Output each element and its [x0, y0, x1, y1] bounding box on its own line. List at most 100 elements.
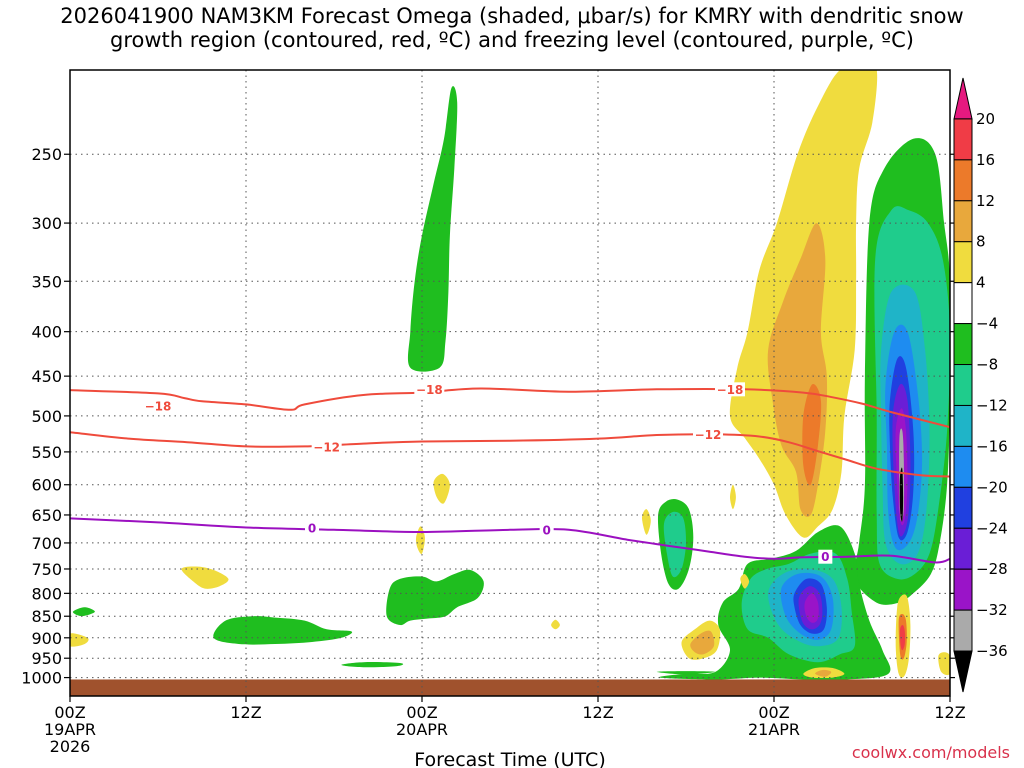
contour-label--12: −12	[313, 441, 340, 455]
grid	[70, 70, 950, 696]
ground-fill	[70, 679, 950, 696]
colorbar-label-5: −4	[976, 315, 998, 333]
plot-frame	[69, 69, 951, 697]
colorbar-label-4: 4	[976, 274, 986, 292]
omega-region-green-strip-low	[341, 662, 404, 668]
colorbar-segment-14	[953, 650, 973, 693]
contour-label-bg	[693, 427, 723, 442]
omega-region-yellow-blob-mid-a	[642, 509, 651, 535]
colorbar-label-7: −12	[976, 396, 1008, 414]
y-tick-label-650: 650	[31, 506, 62, 525]
omega-region-yellow-right-low	[938, 652, 950, 676]
omega-region-black-right	[899, 467, 904, 522]
omega-region-green-strip-low2	[656, 671, 716, 675]
y-axis: 250 300 350 400 450 500 550 600 650 700 750 800 850 9…	[21, 145, 955, 688]
omega-region-green-column-upper	[407, 86, 458, 372]
x-axis-title: Forecast Time (UTC)	[414, 749, 605, 768]
y-tick-label-700: 700	[31, 534, 62, 553]
contour-label-bg	[305, 521, 319, 536]
colorbar-segment-9	[953, 445, 973, 488]
omega-region-orange-core	[802, 383, 822, 486]
colorbar-label-9: −20	[976, 478, 1008, 496]
contour--12	[70, 431, 950, 478]
contour-label-0: 0	[542, 523, 550, 537]
site-credit: coolwx.com/models	[851, 743, 1010, 762]
y-tick-label-400: 400	[31, 323, 62, 342]
y-tick-label-750: 750	[31, 560, 62, 579]
y-tick-label-600: 600	[31, 476, 62, 495]
x-tick-label-24-0: 00Z	[406, 703, 437, 722]
omega-region-green-blob-19apr	[213, 616, 353, 645]
y-tick-label-550: 550	[31, 443, 62, 462]
contour-label--18: −18	[416, 383, 443, 397]
colorbar: 20 16 12 8 4 −4 −8 −12 −16 −20 −24 −28 −32 −36	[953, 77, 1008, 693]
colorbar-label-6: −8	[976, 356, 998, 374]
colorbar-label-1: 16	[976, 151, 995, 169]
contour-label-bg	[143, 398, 173, 413]
y-tick-label-250: 250	[31, 145, 62, 164]
y-tick-label-950: 950	[31, 649, 62, 668]
x-tick-label-60-0: 12Z	[934, 703, 965, 722]
colorbar-segment-2	[953, 159, 973, 202]
omega-region-yellow-blob-19apr	[181, 566, 229, 589]
colorbar-segment-5	[953, 282, 973, 325]
x-tick-label-48-0: 00Z	[758, 703, 789, 722]
colorbar-segment-1	[953, 118, 973, 161]
omega-region-purple-lower	[804, 593, 819, 623]
contour-label-0: 0	[821, 550, 829, 564]
x-tick-label-0-0: 00Z	[54, 703, 85, 722]
y-tick-label-300: 300	[31, 214, 62, 233]
contour-label-bg	[311, 440, 342, 455]
x-tick-label-0-2: 2026	[50, 737, 91, 756]
contour-label-bg	[715, 382, 745, 397]
colorbar-segment-7	[953, 364, 973, 406]
contour-label-bg	[414, 382, 445, 397]
omega-region-yellow-blob-20apr-b	[415, 526, 425, 555]
contour-labels: −18 −18 −18 −12 −12 0 0 0	[143, 382, 833, 564]
omega-region-orange-blob-low	[690, 630, 715, 655]
omega-region-yellow-blob-tiny-21apr	[730, 484, 736, 510]
omega-region-orange-blob-low-right	[815, 669, 832, 677]
colorbar-label-8: −16	[976, 437, 1008, 455]
colorbar-label-12: −32	[976, 601, 1008, 619]
colorbar-label-0: 20	[976, 110, 995, 128]
omega-region-green-blob-20apr	[386, 569, 484, 626]
colorbar-segment-8	[953, 404, 973, 447]
omega-region-green-blob-left	[72, 607, 95, 617]
colorbar-segment-13	[953, 609, 973, 652]
y-tick-label-1000: 1000	[21, 669, 62, 688]
colorbar-label-3: 8	[976, 233, 986, 251]
omega-region-red-column-right	[899, 624, 906, 651]
chart-title: 2026041900 NAM3KM Forecast Omega (shaded…	[0, 4, 1024, 52]
omega-region-yellow-blob-left-low	[70, 633, 89, 647]
contour-label--18: −18	[145, 399, 172, 413]
contour-label--12: −12	[695, 428, 722, 442]
omega-shading	[70, 70, 950, 680]
omega-region-yellow-blob-20apr-c	[551, 619, 560, 630]
omega-region-teal-blob-mid	[663, 511, 687, 578]
contour-label-bg	[818, 549, 833, 564]
x-tick-label-24-1: 20APR	[396, 720, 448, 739]
x-tick-label-36-0: 12Z	[582, 703, 613, 722]
x-tick-label-12-0: 12Z	[230, 703, 261, 722]
contour--18	[70, 387, 950, 429]
omega-region-yellow-blob-20apr-a	[433, 473, 450, 504]
y-tick-label-900: 900	[31, 629, 62, 648]
colorbar-segment-12	[953, 568, 973, 611]
colorbar-label-13: −36	[976, 642, 1008, 660]
colorbar-label-2: 12	[976, 192, 995, 210]
x-tick-label-48-1: 21APR	[748, 720, 800, 739]
contour-0	[70, 517, 950, 564]
colorbar-label-10: −24	[976, 519, 1008, 537]
ground-layer	[70, 679, 950, 696]
contour-lines	[70, 387, 950, 564]
contour-label--18: −18	[717, 383, 744, 397]
y-tick-label-450: 450	[31, 367, 62, 386]
y-tick-label-500: 500	[31, 407, 62, 426]
title-line-1: 2026041900 NAM3KM Forecast Omega (shaded…	[60, 4, 964, 28]
colorbar-segment-11	[953, 527, 973, 570]
title-line-2: growth region (contoured, red, ºC) and f…	[110, 28, 914, 52]
contour-label-0: 0	[308, 522, 316, 536]
